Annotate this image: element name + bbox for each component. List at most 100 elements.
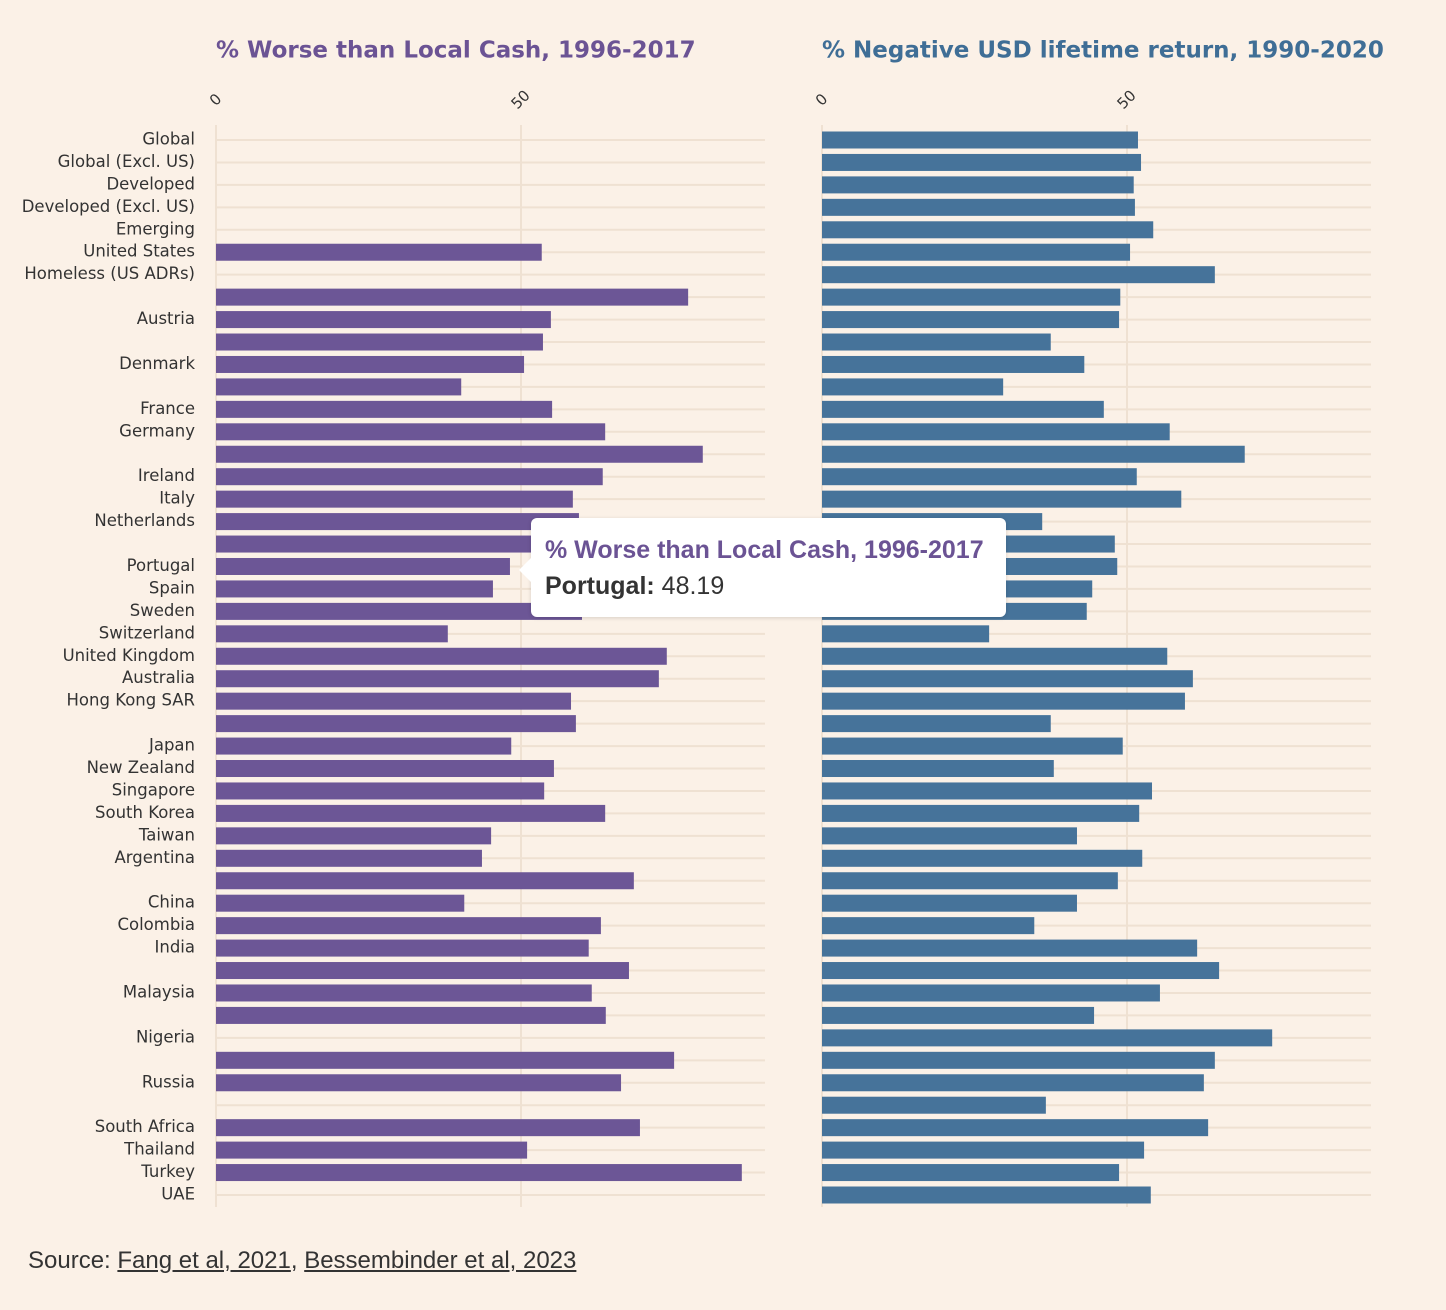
- bar: [216, 939, 589, 957]
- y-tick-label: France: [140, 399, 195, 418]
- bar: [822, 939, 1198, 957]
- y-tick-label: South Africa: [95, 1117, 195, 1136]
- bar: [822, 1006, 1095, 1024]
- bar: [216, 1164, 742, 1182]
- bar: [822, 176, 1134, 194]
- source-link[interactable]: Fang et al, 2021: [117, 1247, 291, 1274]
- bar: [216, 535, 558, 553]
- bar: [216, 445, 703, 463]
- bar: [822, 1029, 1273, 1047]
- bar: [216, 1051, 675, 1069]
- bar: [822, 984, 1160, 1002]
- y-tick-label: Taiwan: [138, 825, 195, 844]
- bar: [216, 580, 493, 598]
- bar: [216, 1074, 622, 1092]
- bar: [216, 513, 579, 531]
- x-tick-label: 0: [206, 90, 225, 109]
- bar: [216, 243, 542, 261]
- bar: [822, 894, 1077, 912]
- bar: [216, 423, 606, 441]
- bar: [822, 1119, 1209, 1137]
- bar: [822, 355, 1085, 373]
- bar: [216, 1141, 528, 1159]
- source-link[interactable]: Bessembinder et al, 2023: [304, 1247, 577, 1274]
- bar: [822, 1141, 1145, 1159]
- bar: [822, 490, 1182, 508]
- y-tick-label: Global (Excl. US): [58, 152, 195, 171]
- bar: [822, 153, 1142, 171]
- y-tick-label: United States: [83, 242, 195, 261]
- y-tick-label: Malaysia: [123, 982, 195, 1001]
- bar: [822, 311, 1120, 329]
- y-tick-label: Australia: [122, 668, 195, 687]
- separator: ,: [290, 1247, 298, 1274]
- tooltip-title: % Worse than Local Cash, 1996-2017: [545, 536, 984, 564]
- bar: [822, 647, 1168, 665]
- bar: [216, 490, 573, 508]
- y-tick-label: Sweden: [130, 601, 195, 620]
- tooltip-label: Portugal:: [545, 572, 655, 600]
- bar: [822, 445, 1245, 463]
- bar: [822, 333, 1051, 351]
- y-tick-label: Austria: [137, 309, 195, 328]
- y-tick-label: Thailand: [123, 1140, 195, 1159]
- bar: [822, 670, 1193, 688]
- source-prefix: Source:: [28, 1247, 111, 1274]
- bar: [822, 378, 1004, 396]
- y-tick-label: Homeless (US ADRs): [24, 264, 195, 283]
- chart-title: % Worse than Local Cash, 1996-2017: [216, 38, 696, 64]
- bar: [216, 557, 510, 575]
- bar: [822, 962, 1220, 980]
- y-tick-label: Portugal: [127, 556, 195, 575]
- chart: Global Global (Excl. US) Developed Develope…: [22, 38, 1384, 1207]
- bar: [822, 131, 1138, 149]
- bar: [216, 602, 582, 620]
- bar: [822, 737, 1123, 755]
- y-tick-label: Nigeria: [136, 1027, 195, 1046]
- y-tick-label: Denmark: [119, 354, 195, 373]
- tooltip-value: 48.19: [661, 572, 725, 600]
- bar: [822, 872, 1118, 890]
- y-tick-label: Turkey: [140, 1162, 195, 1181]
- bar: [822, 198, 1135, 216]
- bar: [822, 917, 1035, 935]
- y-tick-label: Colombia: [117, 915, 195, 934]
- bar: [822, 715, 1051, 733]
- bar: [822, 760, 1054, 778]
- bar: [216, 962, 629, 980]
- y-tick-label: New Zealand: [87, 758, 195, 777]
- bar: [216, 647, 667, 665]
- y-tick-label: Argentina: [115, 848, 196, 867]
- bar: [822, 827, 1077, 845]
- bar: [216, 804, 606, 822]
- y-tick-label: Developed: [106, 174, 195, 193]
- bar: [822, 423, 1170, 441]
- bar: [822, 400, 1104, 418]
- bar: [822, 1164, 1120, 1182]
- bar: [216, 468, 603, 486]
- bar: [822, 221, 1154, 239]
- y-tick-label: Russia: [142, 1072, 195, 1091]
- bar: [216, 311, 551, 329]
- y-tick-label: United Kingdom: [63, 646, 195, 665]
- y-tick-label: Hong Kong SAR: [67, 691, 195, 710]
- y-tick-label: Netherlands: [94, 511, 195, 530]
- bar: [822, 1186, 1151, 1204]
- tooltip: % Worse than Local Cash, 1996-2017 Portu…: [519, 518, 1006, 617]
- bar: [216, 692, 572, 710]
- y-tick-label: Germany: [119, 421, 195, 440]
- bar: [216, 625, 448, 643]
- y-tick-label: UAE: [161, 1185, 195, 1204]
- bar: [216, 984, 592, 1002]
- y-tick-label: Spain: [149, 578, 195, 597]
- bar: [216, 400, 553, 418]
- bar: [822, 288, 1121, 306]
- bar: [216, 670, 659, 688]
- bar: [216, 1119, 640, 1137]
- y-tick-label: Japan: [148, 736, 195, 755]
- bar: [822, 692, 1185, 710]
- bar: [822, 1051, 1215, 1069]
- x-tick-label: 50: [508, 87, 534, 113]
- y-tick-label: India: [155, 938, 196, 957]
- bar: [216, 827, 492, 845]
